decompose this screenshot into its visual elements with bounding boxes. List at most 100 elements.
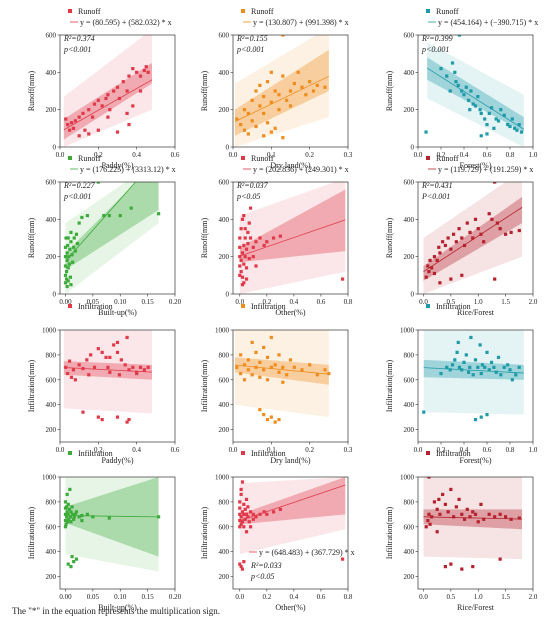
data-point: [64, 236, 68, 240]
data-point: [277, 370, 281, 374]
data-point: [269, 335, 273, 340]
legend-marker: [426, 304, 430, 308]
data-point: [485, 413, 489, 417]
data-point: [63, 281, 68, 285]
data-point: [119, 358, 123, 362]
data-point: [443, 243, 447, 248]
data-point: [92, 102, 97, 106]
data-point: [107, 214, 111, 218]
x-axis-label: Other(%): [275, 308, 306, 317]
data-point: [127, 368, 131, 372]
x-tick-label: 0.20: [169, 593, 182, 601]
data-point: [288, 89, 293, 93]
data-point: [430, 266, 434, 270]
data-point: [469, 335, 473, 340]
data-point: [254, 515, 258, 519]
panel-p10: 0.00 0.05 0.10 0.15 0.20 200 400 600 800 1000 Buil…: [27, 449, 182, 612]
fit-line: [234, 364, 329, 375]
confidence-band: [234, 49, 329, 136]
data-point: [308, 363, 312, 367]
x-tick-label: 2.0: [529, 593, 538, 601]
data-point: [451, 232, 456, 236]
data-point: [239, 227, 243, 231]
data-point: [92, 365, 97, 369]
x-axis-label: Rice/Forest: [457, 603, 495, 612]
data-point: [455, 350, 459, 354]
data-point: [240, 283, 245, 287]
y-axis-label: Runoff(mm): [27, 71, 36, 112]
data-point: [471, 102, 475, 106]
data-point: [250, 98, 254, 102]
data-point: [80, 215, 84, 220]
data-point: [262, 134, 266, 138]
y-tick-label: 800: [404, 351, 415, 359]
axes-frame: [59, 181, 176, 295]
legend-label: Infiltration: [436, 302, 471, 311]
data-point: [493, 277, 497, 281]
data-point: [487, 111, 491, 115]
data-point: [281, 35, 285, 37]
data-point: [296, 70, 300, 74]
x-tick-label: 0.1: [267, 151, 276, 159]
data-point: [108, 370, 112, 374]
x-tick-label: 0.6: [171, 151, 180, 159]
x-axis-label: Rice/Forest: [457, 308, 495, 317]
panel-p9: 0.0 0.2 0.4 0.6 0.8 1.0 200 400 600 800 1000 Forest…: [385, 302, 538, 465]
data-point: [448, 368, 452, 372]
data-point: [71, 126, 76, 130]
data-point: [238, 264, 242, 268]
data-point: [499, 373, 503, 377]
data-point: [457, 365, 461, 369]
data-point: [91, 515, 95, 519]
data-point: [66, 243, 70, 248]
x-tick-label: 0.5: [446, 298, 455, 306]
data-point: [269, 415, 273, 419]
data-point: [112, 343, 116, 347]
y-axis-label: Infiltration(mm): [27, 506, 36, 559]
data-point: [471, 236, 475, 240]
prediction-band: [63, 35, 152, 147]
data-point: [73, 249, 77, 253]
data-point: [238, 245, 242, 249]
r-squared: R²=0.037: [236, 181, 269, 190]
plot-area: [63, 35, 153, 147]
data-point: [288, 358, 293, 362]
data-point: [483, 365, 487, 369]
data-point: [517, 516, 521, 520]
data-point: [239, 371, 243, 376]
y-tick-label: 600: [46, 376, 57, 384]
data-point: [244, 247, 249, 251]
data-point: [479, 371, 483, 376]
data-point: [239, 515, 243, 519]
data-point: [471, 565, 475, 569]
data-point: [487, 512, 491, 516]
data-point: [424, 525, 428, 529]
data-point: [509, 230, 513, 234]
x-tick-label: 0.6: [317, 298, 326, 306]
data-point: [64, 270, 69, 274]
data-point: [428, 258, 432, 262]
data-point: [443, 565, 447, 569]
data-point: [439, 67, 443, 71]
x-tick-label: 0.8: [344, 298, 353, 306]
data-point: [496, 119, 501, 123]
panel-p11: 0.0 0.2 0.4 0.6 0.8 200 400 600 800 1000 Other(%) I…: [200, 449, 355, 612]
data-point: [456, 83, 460, 87]
fit-line: [63, 79, 153, 131]
data-point: [135, 371, 139, 376]
data-point: [247, 221, 251, 225]
y-tick-label: 800: [219, 351, 230, 359]
data-point: [238, 512, 242, 516]
x-tick-label: 0.6: [317, 593, 326, 601]
axes-frame: [417, 181, 534, 295]
data-point: [449, 487, 453, 492]
y-tick-label: 200: [46, 253, 57, 261]
data-point: [64, 277, 69, 281]
data-point: [498, 557, 502, 561]
data-point: [96, 415, 100, 419]
data-point: [250, 340, 254, 345]
x-tick-label: 0.4: [290, 593, 299, 601]
data-point: [102, 214, 106, 218]
data-point: [65, 492, 69, 497]
data-point: [519, 130, 524, 134]
